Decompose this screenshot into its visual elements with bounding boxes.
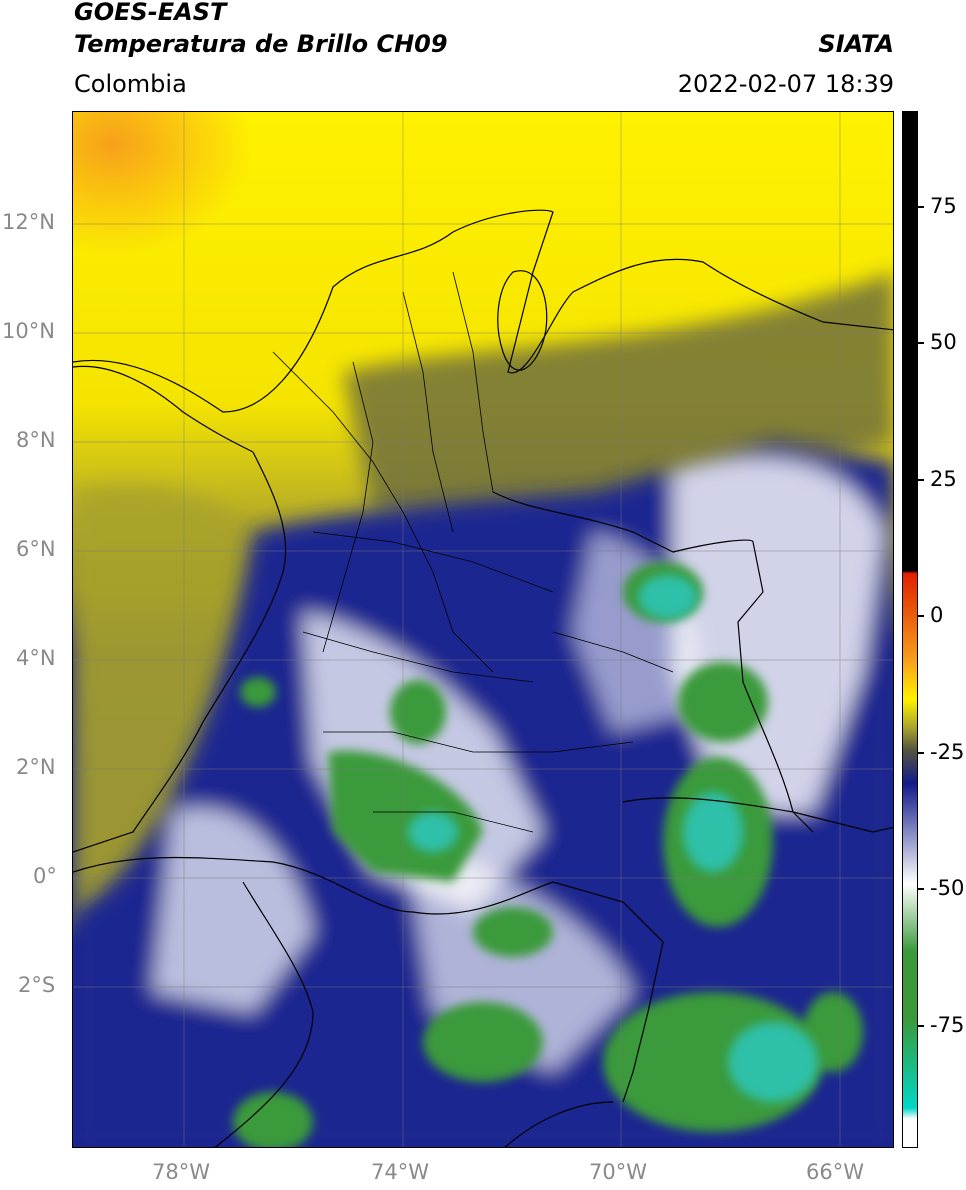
panama-coast [73,365,254,453]
lat-tick-label: 10°N [2,319,55,343]
lat-tick-label: 6°N [16,537,56,561]
venezuela-brazil-border [622,797,893,833]
lat-tick-label: 2°N [16,755,56,779]
colorbar-label: 75 [930,194,957,218]
ecuador-peru-border [214,881,314,1147]
colorbar-tick [918,1025,924,1027]
lat-tick-label: 12°N [2,210,55,234]
product-title: Temperatura de Brillo CH09 [74,30,448,58]
colorbar-tick [918,342,924,344]
colorbar [902,111,918,1148]
pacific-coastline [73,451,287,853]
colorbar-label: 0 [930,603,944,627]
timestamp-label: 2022-02-07 18:39 [677,70,894,98]
colorbar-label: 50 [930,330,957,354]
lat-tick-label: 0° [33,864,57,888]
caribbean-coastline [73,209,893,413]
lat-tick-label: 8°N [16,428,56,452]
peru-brazil-border [504,1101,614,1147]
lake-maracaibo [497,270,548,371]
lon-tick-label: 66°W [806,1160,864,1184]
colorbar-tick [918,752,924,754]
satellite-map[interactable] [72,111,894,1148]
satellite-title: GOES-EAST [74,0,227,26]
graticule [73,112,893,1147]
lat-tick-label: 4°N [16,646,56,670]
lon-tick-label: 78°W [152,1160,210,1184]
colombia-border-east [492,491,814,833]
colorbar-label: -50 [930,876,965,900]
coldest-cloud-tops [408,575,818,1102]
colorbar-tick [918,206,924,208]
lon-tick-label: 74°W [371,1160,429,1184]
colorbar-tick [918,888,924,890]
colorbar-tick [918,615,924,617]
lat-tick-label: 2°S [18,973,56,997]
region-label: Colombia [74,70,187,98]
lon-tick-label: 70°W [589,1160,647,1184]
map-canvas [73,112,893,1147]
borders-coastlines [73,209,893,1147]
colorbar-label: -75 [930,1013,965,1037]
colorbar-label: 25 [930,467,957,491]
colorbar-tick [918,479,924,481]
colombia-border-south [73,856,664,1103]
internal-divisions [272,271,674,833]
brand-label: SIATA [818,30,894,58]
colorbar-label: -25 [930,740,965,764]
